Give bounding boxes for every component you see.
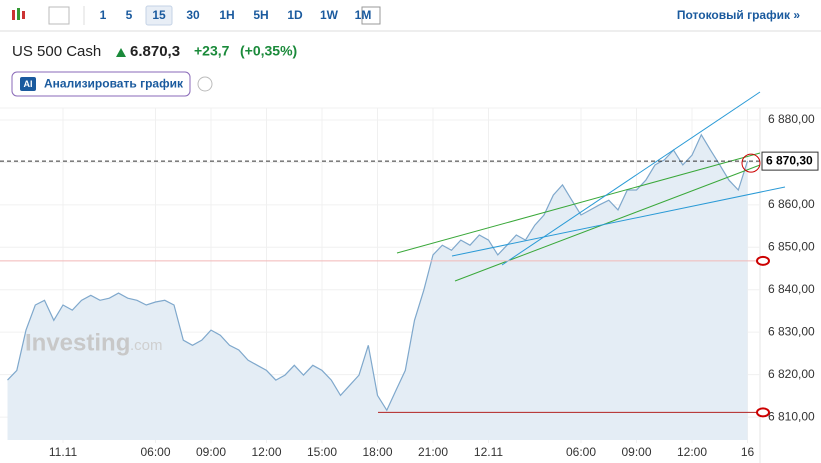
info-icon[interactable] [197,76,213,92]
instrument: US 500 Cash [12,43,101,60]
change: +23,7 [194,43,230,59]
area-fill [7,134,748,441]
watermark-suffix: .com [130,337,163,354]
x-tick-label: 06:00 [140,445,170,459]
line-handle [756,255,770,266]
toolbar [0,0,821,31]
interval-button[interactable]: 15 [152,8,166,22]
x-tick-label: 12:00 [251,445,281,459]
trend-lines [396,91,786,282]
y-tick-label: 6 880,00 [768,112,815,126]
y-tick-label: 6 850,00 [768,239,815,253]
y-tick-label: 6 830,00 [768,324,815,338]
y-tick-label: 6 860,00 [768,197,815,211]
settings-icon[interactable] [361,6,381,25]
y-tick-label: 6 840,00 [768,282,815,296]
analyze-label[interactable]: Анализировать график [44,77,184,91]
x-tick-label: 09:00 [621,445,651,459]
x-tick-label: 21:00 [418,445,448,459]
interval-button[interactable]: 1D [287,8,303,22]
analyze-button[interactable] [11,71,191,97]
up-arrow [116,48,126,57]
area-icon[interactable] [48,6,70,25]
x-tick-label: 15:00 [307,445,337,459]
x-tick-label: 12:00 [677,445,707,459]
price-box [761,151,819,171]
x-tick-label: 06:00 [566,445,596,459]
interval-button[interactable]: 1M [355,8,372,22]
change-percent: (+0,35%) [240,43,297,59]
x-tick-label: 18:00 [362,445,392,459]
candle-icon[interactable] [12,8,25,20]
x-tick-label: 12.11 [474,445,503,459]
price-handle [741,153,761,173]
x-tick-label: 09:00 [196,445,226,459]
watermark-brand: Investing [25,329,130,356]
stream-link[interactable]: Потоковый график » [677,8,800,22]
price: 6.870,3 [130,43,180,60]
x-tick-label: 11.11 [49,445,78,459]
interval-button[interactable]: 1 [100,8,107,22]
line-handle [756,407,770,418]
ai-badge: AI [24,79,33,89]
interval-button[interactable]: 5H [253,8,268,22]
y-tick-label: 6 810,00 [768,409,815,423]
interval-active [145,5,173,26]
interval-button[interactable]: 30 [186,8,200,22]
y-tick-label: 6 820,00 [768,367,815,381]
price-label: 6 870,30 [766,153,813,167]
interval-button[interactable]: 1W [320,8,339,22]
interval-button[interactable]: 1H [219,8,234,22]
x-tick-label: 16 [741,445,755,459]
price-line [7,133,749,412]
interval-button[interactable]: 5 [126,8,133,22]
plot [0,108,760,443]
ai-badge-bg [20,77,36,91]
